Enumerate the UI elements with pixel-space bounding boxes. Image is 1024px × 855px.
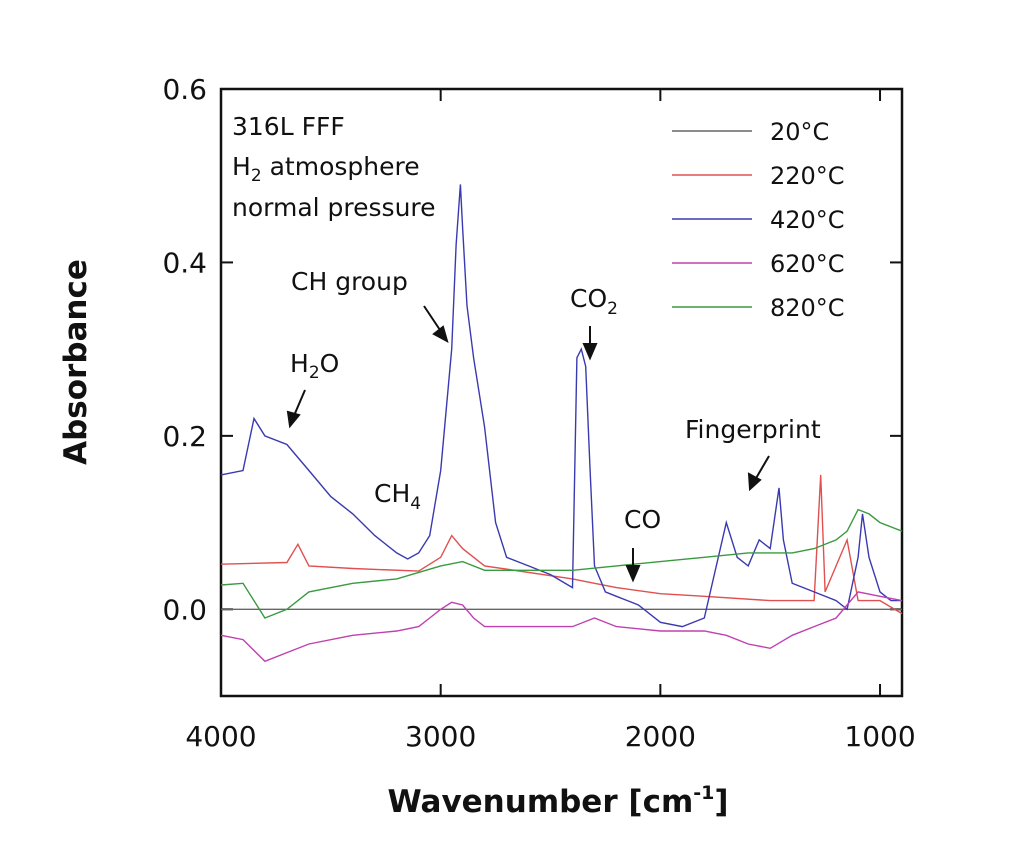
arrowhead-ch-group xyxy=(432,325,449,344)
y-axis-title: Absorbance xyxy=(58,259,94,465)
y-tick-label: 0.6 xyxy=(162,73,207,106)
series-line-2 xyxy=(220,184,902,628)
arrow-fingerprint xyxy=(754,455,770,481)
annotation-co: CO xyxy=(624,505,661,534)
annotation-ch4-sub: 4 xyxy=(410,494,421,514)
series-line-3 xyxy=(220,591,903,663)
series-group xyxy=(220,184,903,663)
series-line-4 xyxy=(220,508,903,619)
x-tick-label: 3000 xyxy=(405,720,476,753)
plot-frame xyxy=(219,87,904,698)
annotation-ch4: CH4 xyxy=(374,479,421,514)
x-tick-label: 2000 xyxy=(625,720,696,753)
note-line-2-end: atmosphere xyxy=(262,152,420,181)
legend-label: 220°C xyxy=(770,162,845,190)
x-tick-label: 4000 xyxy=(185,720,256,753)
legend: 20°C 220°C 420°C 620°C 820°C xyxy=(672,118,845,322)
series-line-1 xyxy=(220,474,903,615)
annotation-h2o-end: O xyxy=(320,349,340,378)
legend-label: 620°C xyxy=(770,250,845,278)
note-line-2-sub: 2 xyxy=(251,166,262,186)
note-line-1: 316L FFF xyxy=(232,112,345,141)
note-line-2: H2 atmosphere xyxy=(232,152,420,186)
annotation-ch-group: CH group xyxy=(291,267,408,296)
y-tick-label: 0.2 xyxy=(162,420,207,453)
annotation-co2: CO2 xyxy=(570,284,618,319)
annotation-fingerprint: Fingerprint xyxy=(685,415,821,444)
y-tick-label: 0.0 xyxy=(162,593,207,626)
legend-label: 820°C xyxy=(770,294,845,322)
x-axis-title-end: ] xyxy=(714,784,728,820)
x-axis-title: Wavenumber [cm-1] xyxy=(387,782,728,820)
arrowhead-h2o xyxy=(286,410,301,429)
annotation-arrows xyxy=(286,305,770,583)
legend-label: 420°C xyxy=(770,206,845,234)
annotation-h2o-sub: 2 xyxy=(309,363,320,383)
x-axis-title-sup: -1 xyxy=(693,782,714,804)
annotation-co2-sub: 2 xyxy=(607,299,618,319)
annotation-h2o: H2O xyxy=(290,349,339,383)
legend-label: 20°C xyxy=(770,118,829,146)
arrowhead-co xyxy=(625,565,641,583)
arrowhead-co2 xyxy=(582,343,598,361)
arrowhead-fingerprint xyxy=(747,472,762,492)
arrow-ch-group xyxy=(423,305,443,334)
y-tick-label: 0.4 xyxy=(162,246,207,279)
note-line-3: normal pressure xyxy=(232,193,436,222)
x-tick-label: 1000 xyxy=(844,720,915,753)
